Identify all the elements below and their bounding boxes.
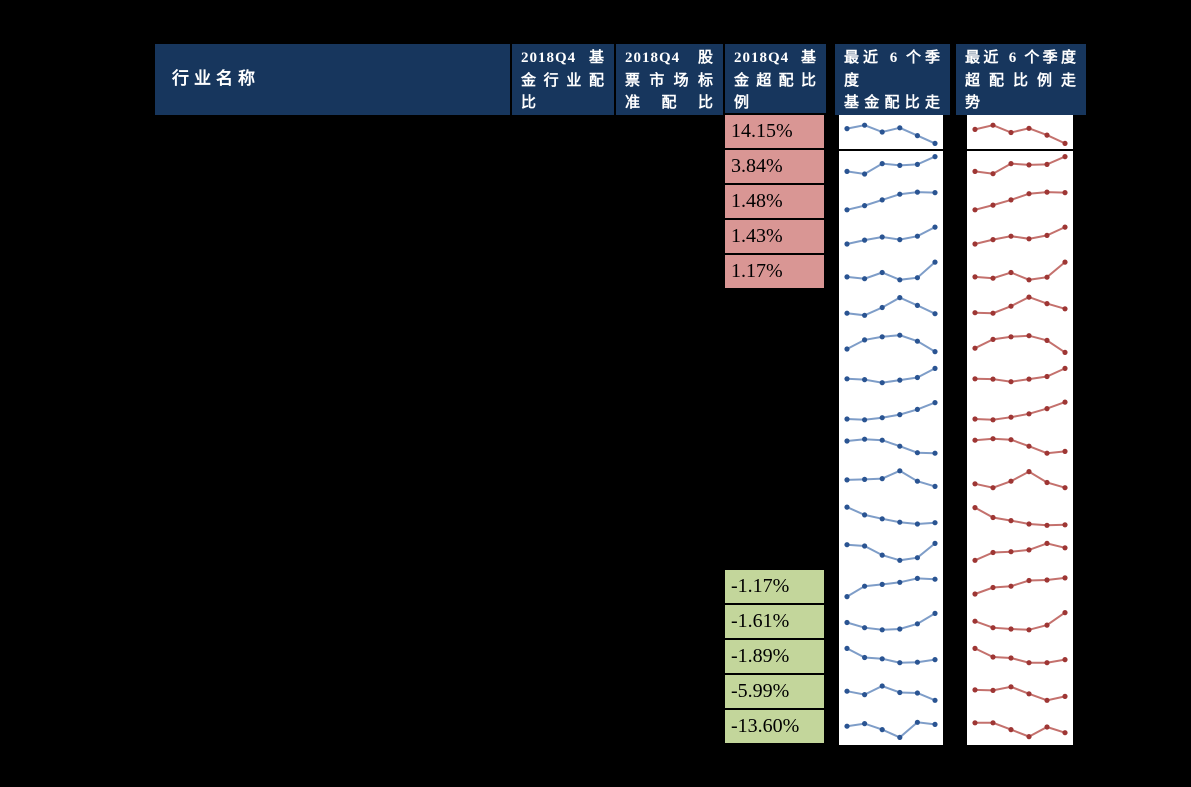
overweight-ratio-cell: -13.60%: [723, 708, 826, 745]
sparkline-overweight-trend-row-9: [972, 399, 1068, 423]
sparkline-overweight-trend-row-15: [972, 610, 1068, 633]
sparkline-overweight-trend-row-17: [972, 684, 1068, 703]
header-fund-overweight-ratio: 2018Q4 基 金超配比 例: [725, 44, 826, 115]
sparkline-fund-trend-row-12: [844, 504, 938, 527]
overweight-ratio-cell: 1.48%: [723, 183, 826, 220]
overweight-ratio-cell: -5.99%: [723, 673, 826, 710]
overweight-ratio-cell: 1.17%: [723, 253, 826, 290]
sparkline-fund-trend-row-6: [844, 295, 938, 318]
sparkline-fund-trend-row-10: [844, 436, 938, 456]
sparkline-overweight-trend-row-16: [972, 645, 1068, 666]
sparkline-overweight-trend-row-1: [972, 122, 1068, 146]
sparkline-fund-trend-row-16: [844, 645, 938, 666]
header-market-standard-allocation: 2018Q4 股 票市场标 准配比: [616, 44, 723, 115]
first-row-separator: [839, 149, 943, 151]
header-fund-allocation-trend: 最近 6 个季度 基金配比走 势: [835, 44, 950, 134]
overweight-ratio-trend-column: [967, 115, 1073, 745]
fund-allocation-trend-column: [839, 115, 943, 745]
sparkline-overweight-trend-row-10: [972, 436, 1068, 456]
sparkline-fund-trend-row-7: [844, 332, 938, 355]
sparkline-overweight-trend-row-8: [972, 365, 1068, 385]
sparkline-fund-trend-row-3: [844, 189, 938, 213]
sparkline-overweight-trend-row-5: [972, 259, 1068, 283]
overweight-ratio-cell: 3.84%: [723, 148, 826, 185]
overweight-ratio-cell: 1.43%: [723, 218, 826, 255]
sparkline-fund-trend-row-1: [844, 122, 938, 146]
sparkline-overweight-trend-row-3: [972, 189, 1068, 213]
sparkline-overweight-trend-row-4: [972, 224, 1068, 247]
overweight-ratio-cell: -1.89%: [723, 638, 826, 675]
overweight-ratio-cell: 14.15%: [723, 113, 826, 150]
header-industry-name: 行业名称: [155, 44, 510, 115]
sparkline-overweight-trend-row-13: [972, 540, 1068, 563]
sparkline-overweight-trend-row-12: [972, 505, 1068, 528]
sparkline-overweight-trend-row-11: [972, 469, 1068, 491]
sparkline-fund-trend-row-15: [844, 610, 938, 633]
sparkline-fund-trend-row-8: [844, 365, 938, 386]
sparkline-fund-trend-row-2: [844, 154, 938, 177]
overweight-ratio-cell: -1.61%: [723, 603, 826, 640]
overweight-ratio-cell: -1.17%: [723, 568, 826, 605]
first-row-separator: [967, 149, 1073, 151]
sparkline-fund-trend-row-17: [844, 683, 938, 703]
sparkline-fund-trend-row-9: [844, 400, 938, 423]
sparkline-fund-trend-row-14: [844, 575, 938, 600]
sparkline-fund-trend-row-11: [844, 468, 938, 489]
sparkline-overweight-trend-row-14: [972, 575, 1068, 597]
sparkline-fund-trend-row-5: [844, 259, 938, 283]
sparkline-overweight-trend-row-6: [972, 294, 1068, 316]
sparkline-fund-trend-row-4: [844, 224, 938, 247]
sparkline-fund-trend-row-13: [844, 540, 938, 563]
header-fund-industry-allocation: 2018Q4 基 金行业配 比: [512, 44, 614, 115]
header-overweight-ratio-trend: 最近 6 个季度 超配比例走 势: [956, 44, 1086, 115]
sparkline-overweight-trend-row-7: [972, 333, 1068, 355]
sparkline-overweight-trend-row-2: [972, 154, 1068, 177]
sparkline-overweight-trend-row-18: [972, 720, 1068, 740]
sparkline-fund-trend-row-18: [844, 719, 938, 740]
